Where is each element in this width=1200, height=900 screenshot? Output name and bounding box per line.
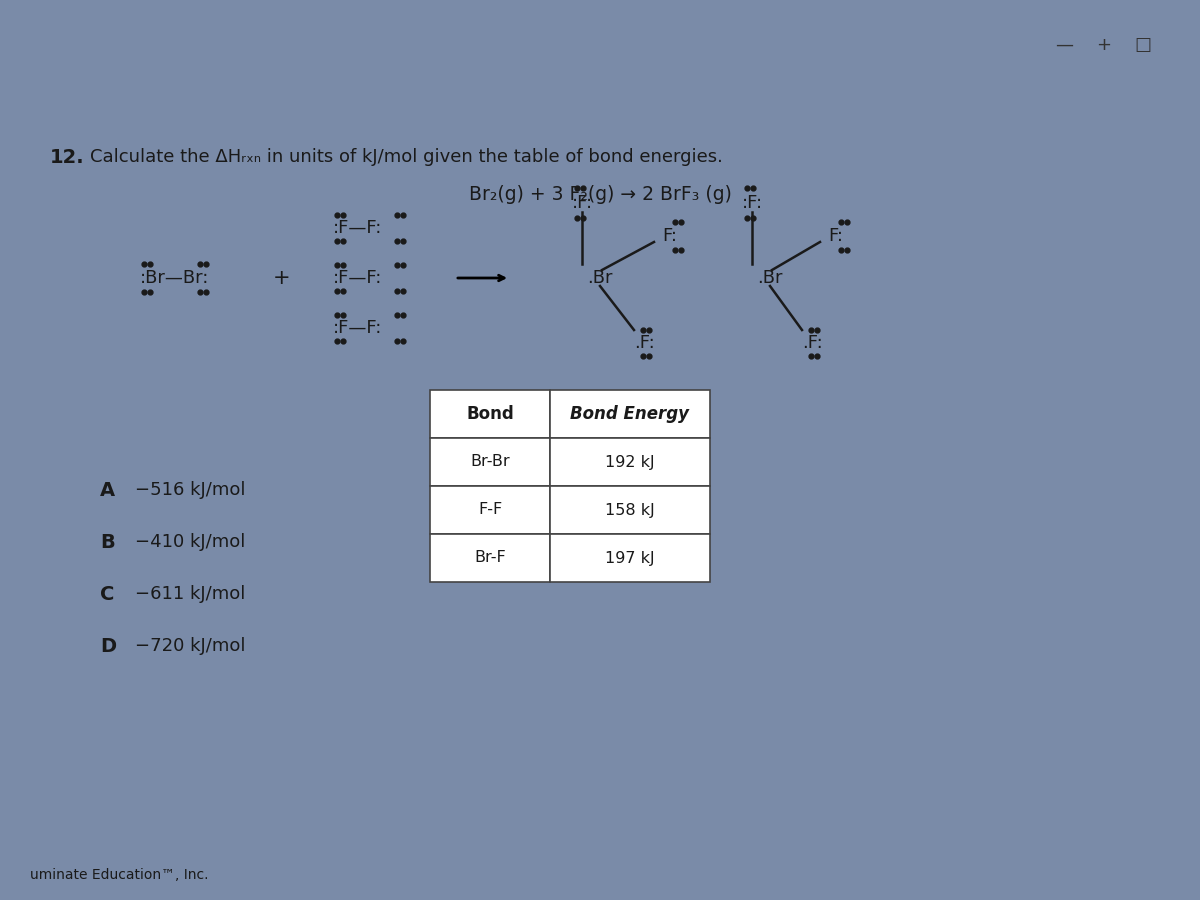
Bar — [430, 534, 550, 582]
Text: Bond Energy: Bond Energy — [570, 405, 690, 423]
Text: −516 kJ/mol: −516 kJ/mol — [134, 481, 246, 499]
Text: −720 kJ/mol: −720 kJ/mol — [134, 637, 246, 655]
Text: −611 kJ/mol: −611 kJ/mol — [134, 585, 245, 603]
Text: +: + — [274, 268, 290, 288]
Text: .Br: .Br — [587, 269, 612, 287]
Text: .Br: .Br — [757, 269, 782, 287]
Text: Br-F: Br-F — [474, 551, 506, 565]
Text: :F—F:: :F—F: — [334, 269, 383, 287]
Text: 197 kJ: 197 kJ — [605, 551, 655, 565]
Text: 192 kJ: 192 kJ — [605, 454, 655, 470]
Text: F:: F: — [828, 227, 842, 245]
Text: 12.: 12. — [50, 148, 85, 167]
Text: −410 kJ/mol: −410 kJ/mol — [134, 533, 245, 551]
Bar — [430, 486, 550, 534]
Text: Br-Br: Br-Br — [470, 454, 510, 470]
Text: :F—F:: :F—F: — [334, 219, 383, 237]
Text: .F:: .F: — [802, 334, 823, 352]
Text: uminate Education™, Inc.: uminate Education™, Inc. — [30, 868, 209, 882]
Text: :F:: :F: — [571, 194, 593, 212]
Bar — [430, 390, 550, 438]
Text: D: D — [100, 636, 116, 655]
Bar — [550, 534, 710, 582]
Bar — [550, 438, 710, 486]
Text: Calculate the ΔHᵣₓₙ in units of kJ/mol given the table of bond energies.: Calculate the ΔHᵣₓₙ in units of kJ/mol g… — [90, 148, 722, 166]
Bar — [550, 486, 710, 534]
Text: :Br—Br:: :Br—Br: — [140, 269, 210, 287]
Text: Br₂(g) + 3 F₂(g) → 2 BrF₃ (g): Br₂(g) + 3 F₂(g) → 2 BrF₃ (g) — [468, 185, 732, 204]
Text: —    +    □: — + □ — [1056, 36, 1152, 54]
Text: C: C — [100, 584, 114, 604]
Text: A: A — [100, 481, 115, 500]
Text: .F:: .F: — [634, 334, 655, 352]
Text: F:: F: — [662, 227, 677, 245]
Bar — [550, 390, 710, 438]
Text: 158 kJ: 158 kJ — [605, 502, 655, 518]
Text: :F:: :F: — [742, 194, 762, 212]
Bar — [430, 438, 550, 486]
Text: Bond: Bond — [466, 405, 514, 423]
Text: :F—F:: :F—F: — [334, 319, 383, 337]
Text: B: B — [100, 533, 115, 552]
Text: F-F: F-F — [478, 502, 502, 518]
